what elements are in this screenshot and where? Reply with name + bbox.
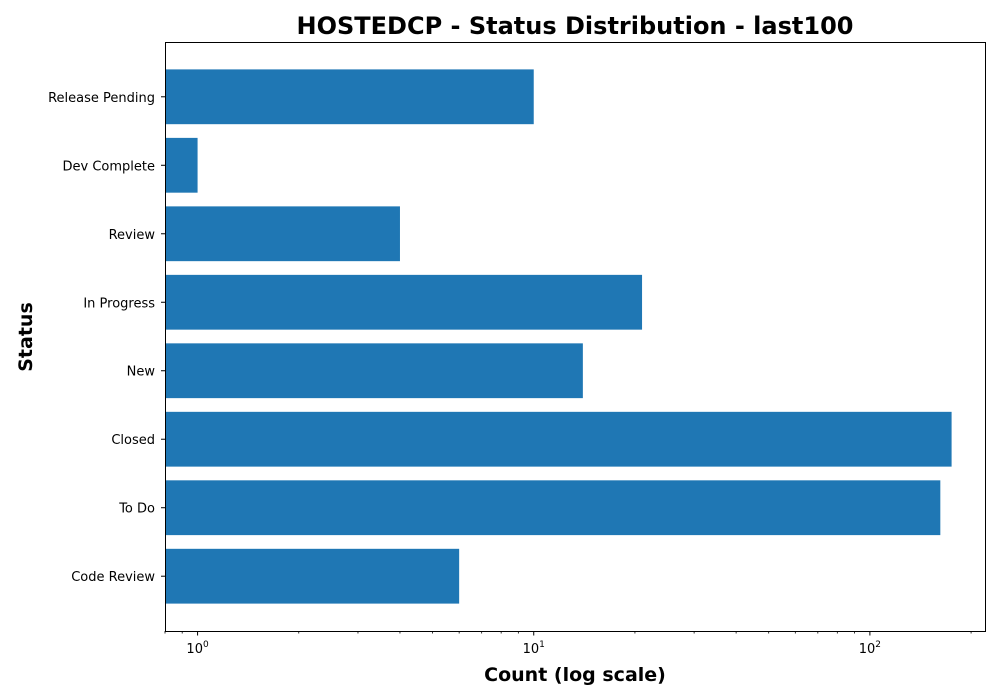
y-tick-label: Review — [109, 228, 156, 243]
x-tick-label: 100 — [186, 640, 209, 657]
x-tick-label: 101 — [523, 640, 545, 657]
y-axis-label: Status — [15, 302, 37, 372]
bar-new — [165, 343, 583, 399]
y-tick-label: To Do — [118, 502, 155, 517]
plot-frame — [165, 42, 986, 632]
y-tick-label: Closed — [111, 433, 155, 448]
x-axis-ticks: 100 101 102 — [164, 631, 972, 657]
y-tick-label: Dev Complete — [63, 159, 156, 174]
bar-in-progress — [165, 274, 643, 330]
bar-review — [165, 206, 400, 262]
bar-dev-complete — [165, 137, 198, 193]
x-tick-label: 102 — [859, 640, 881, 657]
bar-release-pending — [165, 69, 534, 125]
bar-to-do — [165, 480, 941, 536]
y-tick-label: New — [127, 365, 156, 380]
bar-closed — [165, 411, 952, 467]
x-axis-label: Count (log scale) — [484, 664, 666, 686]
y-tick-label: Release Pending — [48, 91, 155, 106]
chart-title: HOSTEDCP - Status Distribution - last100 — [297, 12, 854, 40]
y-tick-label: Code Review — [71, 570, 155, 585]
bars-group — [165, 69, 952, 604]
y-tick-label: In Progress — [83, 296, 155, 311]
y-axis-ticks: Code Review To Do Closed New In Progress Revi… — [48, 91, 165, 585]
bar-code-review — [165, 548, 460, 604]
